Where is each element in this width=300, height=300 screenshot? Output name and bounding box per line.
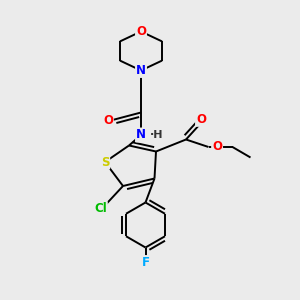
Text: O: O <box>103 113 113 127</box>
Text: O: O <box>136 25 146 38</box>
Text: N: N <box>136 128 146 142</box>
Text: Cl: Cl <box>94 202 107 215</box>
Text: ·H: ·H <box>149 130 163 140</box>
Text: O: O <box>196 113 206 126</box>
Text: O: O <box>212 140 222 154</box>
Text: S: S <box>101 155 109 169</box>
Text: N: N <box>136 64 146 77</box>
Text: F: F <box>142 256 149 269</box>
